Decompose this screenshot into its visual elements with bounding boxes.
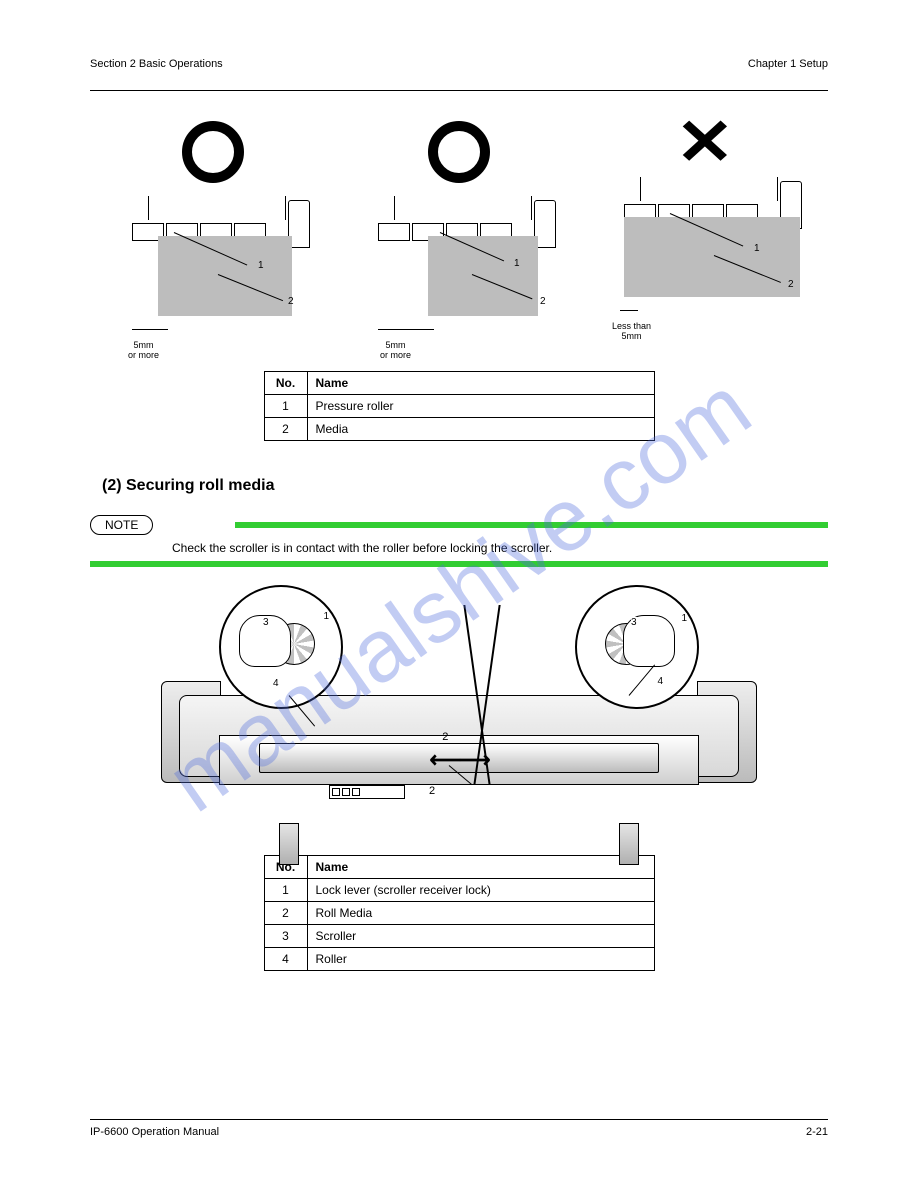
table1-header-name: Name	[307, 372, 654, 395]
note-label: NOTE	[90, 515, 153, 535]
table-row: 3 Scroller	[264, 925, 654, 948]
note-divider-bottom	[90, 561, 828, 567]
callout-1b: 1	[514, 258, 520, 269]
footer-doc: IP-6600 Operation Manual	[90, 1126, 219, 1138]
table1-header-no: No.	[264, 372, 307, 395]
roll-callout: 2	[429, 785, 435, 797]
ng-mark-icon: ✕	[676, 121, 735, 163]
mini-diagram-3: 1 2 Less than 5mm	[610, 177, 800, 317]
inset-left: 1 3 4	[219, 585, 343, 709]
callout-2c: 2	[788, 279, 794, 290]
legend-table-2: No. Name 1 Lock lever (scroller receiver…	[264, 855, 655, 971]
callout-2b: 2	[540, 296, 546, 307]
callout-1: 1	[258, 260, 264, 271]
header-chapter: Chapter 1 Setup	[748, 58, 828, 70]
step-heading: (2) Securing roll media	[102, 477, 828, 495]
page-footer: IP-6600 Operation Manual 2-21	[90, 1119, 828, 1138]
mini-diagram-2: 1 2 5mm or more	[364, 196, 554, 336]
diagram-ok-left: 1 2 5mm or more	[90, 121, 336, 351]
ok-mark-icon	[428, 121, 490, 183]
diagram-ok-center: 1 2 5mm or more	[336, 121, 582, 351]
footer-page: 2-21	[806, 1126, 828, 1138]
center-label: 2	[442, 731, 448, 743]
note-text: Check the scroller is in contact with th…	[172, 541, 828, 555]
table-row: 1 Pressure roller	[264, 395, 654, 418]
top-diagram-row: 1 2 5mm or more 1 2	[90, 121, 828, 351]
dim-label-2: 5mm or more	[380, 340, 411, 360]
legend-table-1: No. Name 1 Pressure roller 2 Media	[264, 371, 655, 441]
inset-right: 1 3 4	[575, 585, 699, 709]
note-block: NOTE Check the scroller is in contact wi…	[90, 515, 828, 567]
callout-2: 2	[288, 296, 294, 307]
note-divider-top	[235, 522, 828, 528]
ok-mark-icon	[182, 121, 244, 183]
page-header: Section 2 Basic Operations Chapter 1 Set…	[90, 60, 828, 90]
footer-rule	[90, 1119, 828, 1120]
table-row: 1 Lock lever (scroller receiver lock)	[264, 879, 654, 902]
table-row: 2 Media	[264, 418, 654, 441]
header-rule	[90, 90, 828, 91]
dim-label-3: Less than 5mm	[612, 321, 651, 341]
roll-media-diagram: 1 3 4 1 3 4 ⟵⟶ 2 2	[90, 585, 828, 835]
callout-1c: 1	[754, 243, 760, 254]
table-row: 2 Roll Media	[264, 902, 654, 925]
table2-header-name: Name	[307, 856, 654, 879]
header-section: Section 2 Basic Operations	[90, 58, 223, 70]
double-arrow-icon: ⟵⟶	[429, 747, 488, 773]
diagram-ng-right: ✕ 1 2 Less than 5mm	[582, 121, 828, 351]
mini-diagram-1: 1 2 5mm or more	[118, 196, 308, 336]
dim-label-1: 5mm or more	[128, 340, 159, 360]
table-row: 4 Roller	[264, 948, 654, 971]
